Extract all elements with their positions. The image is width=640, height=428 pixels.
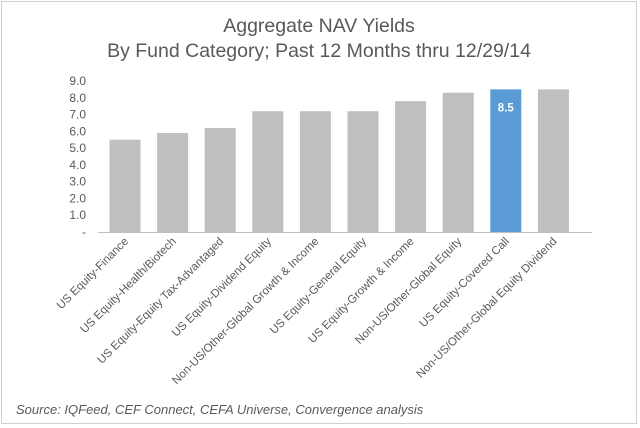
bar	[204, 127, 236, 232]
bar	[299, 111, 331, 232]
bar	[347, 111, 379, 232]
x-tick-label: US Equity-General Equity	[268, 235, 369, 336]
bar-highlighted	[490, 89, 522, 232]
bar	[157, 133, 189, 232]
y-tick-label: -	[82, 225, 86, 239]
y-tick-label: 4.0	[69, 158, 86, 172]
bar	[537, 89, 569, 232]
chart-title: Aggregate NAV Yields	[223, 15, 415, 37]
bar-data-label: 8.5	[498, 102, 515, 114]
chart-title-block: Aggregate NAV Yields By Fund Category; P…	[2, 14, 636, 64]
x-tick-label: US Equity-Health/Biotech	[78, 236, 178, 336]
chart-subtitle: By Fund Category; Past 12 Months thru 12…	[107, 40, 531, 62]
y-tick-label: 8.0	[69, 91, 86, 105]
y-tick-label: 5.0	[69, 141, 86, 155]
y-tick-label: 6.0	[69, 124, 86, 138]
x-tick-label: US Equity-Covered Call	[418, 236, 512, 330]
y-tick-label: 7.0	[69, 108, 86, 122]
bar	[109, 139, 141, 232]
source-note: Source: IQFeed, CEF Connect, CEFA Univer…	[16, 402, 424, 417]
bar	[442, 92, 474, 232]
y-tick-label: 2.0	[69, 191, 86, 205]
y-tick-label: 3.0	[69, 175, 86, 189]
bar	[252, 111, 284, 232]
x-tick-label: US Equity-Dividend Equity	[170, 235, 274, 339]
y-tick-label: 1.0	[69, 208, 86, 222]
y-tick-label: 9.0	[69, 74, 86, 88]
bar-chart: - 1.0 2.0 3.0 4.0 5.0 6.0 7.0 8.0 9.0 8.5 US Equity…	[55, 74, 592, 387]
bar	[395, 101, 427, 232]
